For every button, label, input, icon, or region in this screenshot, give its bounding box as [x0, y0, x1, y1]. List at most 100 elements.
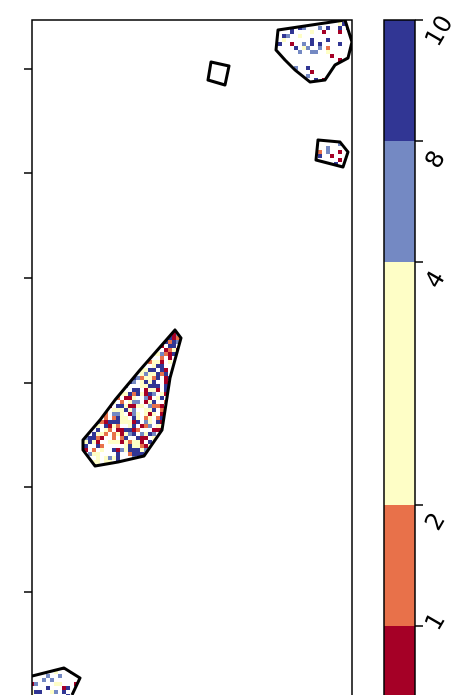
- raster-cell: [148, 380, 152, 384]
- raster-cell: [132, 408, 136, 412]
- raster-cell: [298, 50, 302, 54]
- raster-cell: [84, 448, 88, 452]
- raster-cell: [120, 404, 124, 408]
- raster-cell: [100, 436, 104, 440]
- raster-cell: [96, 444, 100, 448]
- raster-cell: [156, 364, 160, 368]
- raster-cell: [136, 448, 140, 452]
- raster-cell: [104, 424, 108, 428]
- raster-cell: [32, 682, 34, 686]
- raster-cell: [120, 428, 124, 432]
- raster-cell: [164, 392, 168, 396]
- raster-cell: [140, 392, 144, 396]
- raster-cell: [306, 46, 310, 50]
- raster-cell: [338, 158, 342, 162]
- raster-cell: [96, 432, 100, 436]
- raster-cell: [290, 30, 294, 34]
- raster-cell: [160, 368, 164, 372]
- parcel-top-right-outline: [274, 20, 352, 84]
- raster-cell: [104, 432, 108, 436]
- raster-cell: [140, 372, 144, 376]
- raster-cell: [128, 396, 132, 400]
- colorbar-tick-label-4: 4: [419, 266, 451, 293]
- raster-cell: [92, 452, 96, 456]
- raster-cell: [136, 440, 140, 444]
- map-background: [32, 20, 352, 695]
- raster-cell: [92, 436, 96, 440]
- raster-cell: [58, 682, 62, 686]
- raster-cell: [108, 440, 112, 444]
- raster-cell: [112, 440, 116, 444]
- raster-cell: [140, 448, 144, 452]
- raster-cell: [318, 42, 322, 46]
- raster-cell: [144, 384, 148, 388]
- raster-cell: [128, 392, 132, 396]
- raster-cell: [302, 46, 306, 50]
- raster-cell: [140, 384, 144, 388]
- raster-cell: [128, 452, 132, 456]
- raster-cell: [168, 348, 172, 352]
- raster-cell: [136, 376, 140, 380]
- raster-cell: [298, 34, 302, 38]
- raster-cell: [164, 348, 168, 352]
- raster-cell: [140, 452, 144, 456]
- colorbar-tick-label-1: 1: [419, 608, 451, 635]
- raster-cell: [330, 54, 334, 58]
- raster-cell: [152, 392, 156, 396]
- raster-cell: [92, 432, 96, 436]
- raster-cell: [54, 670, 58, 674]
- raster-cell: [132, 424, 136, 428]
- raster-cell: [318, 46, 322, 50]
- raster-cell: [136, 436, 140, 440]
- raster-cell: [310, 42, 314, 46]
- raster-cell: [338, 26, 342, 30]
- raster-cell: [282, 38, 286, 42]
- raster-cell: [50, 678, 54, 682]
- raster-cell: [290, 42, 294, 46]
- raster-cell: [136, 444, 140, 448]
- raster-cell: [338, 150, 342, 154]
- raster-cell: [96, 452, 100, 456]
- raster-cell: [128, 420, 132, 424]
- raster-cell: [124, 428, 128, 432]
- raster-cell: [144, 388, 148, 392]
- raster-cell: [58, 674, 62, 678]
- raster-cell: [124, 440, 128, 444]
- raster-cell: [32, 690, 34, 694]
- raster-cell: [120, 420, 124, 424]
- raster-cell: [310, 50, 314, 54]
- raster-cell: [172, 352, 176, 356]
- parcel-small-square: [206, 60, 231, 87]
- raster-cell: [116, 452, 120, 456]
- raster-cell: [302, 26, 306, 30]
- raster-cell: [144, 436, 148, 440]
- raster-cell: [140, 368, 144, 372]
- raster-cell: [338, 30, 342, 34]
- raster-cell: [84, 440, 88, 444]
- raster-cell: [144, 380, 148, 384]
- raster-cell: [160, 392, 164, 396]
- raster-cell: [148, 368, 152, 372]
- raster-cell: [322, 30, 326, 34]
- parcel-large-outline: [81, 328, 183, 468]
- raster-cell: [148, 424, 152, 428]
- raster-cell: [50, 690, 54, 694]
- raster-cell: [148, 412, 152, 416]
- raster-cell: [132, 404, 136, 408]
- raster-cell: [176, 340, 180, 344]
- raster-cell: [116, 432, 120, 436]
- raster-cell: [156, 388, 160, 392]
- raster-cell: [144, 372, 148, 376]
- raster-cell: [152, 368, 156, 372]
- raster-cell: [124, 432, 128, 436]
- colorbar-class-4: [384, 141, 415, 262]
- raster-cell: [132, 400, 136, 404]
- raster-cell: [160, 412, 164, 416]
- raster-cell: [318, 154, 322, 158]
- raster-cell: [160, 404, 164, 408]
- raster-cell: [132, 412, 136, 416]
- raster-cell: [112, 432, 116, 436]
- raster-cell: [318, 26, 322, 30]
- colorbar-class-5: [384, 20, 415, 141]
